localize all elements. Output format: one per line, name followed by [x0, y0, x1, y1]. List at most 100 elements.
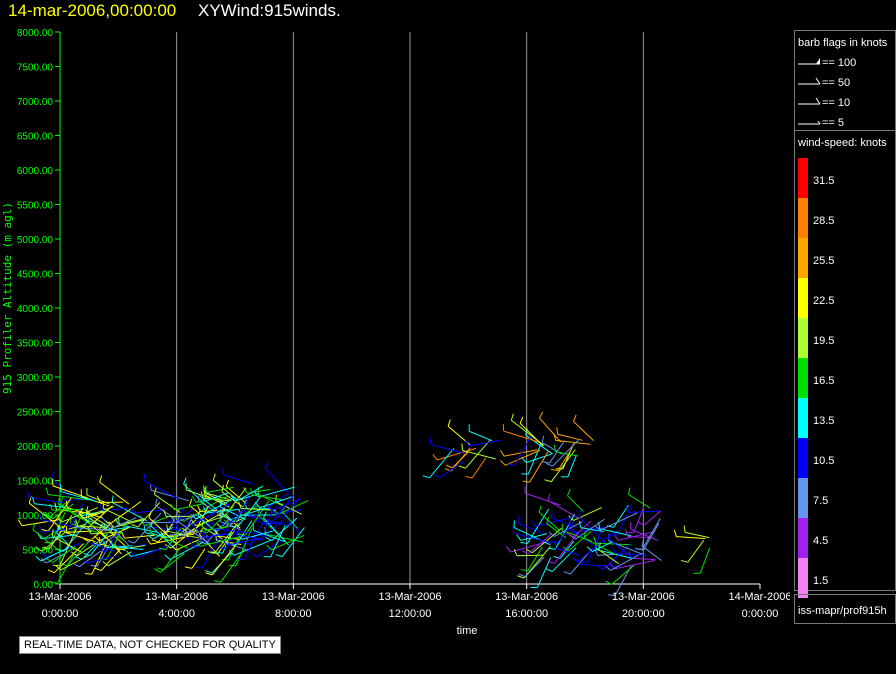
wind-barb: [573, 520, 592, 538]
y-tick-label: 8000.00: [17, 28, 54, 39]
wind-barb-flag: [545, 462, 553, 467]
wind-barb: [562, 530, 592, 542]
y-tick-label: 7500.00: [17, 63, 54, 74]
wind-barb-flag: [47, 569, 55, 574]
wind-barb: [64, 530, 94, 533]
speed-legend-box: [794, 130, 896, 591]
wind-barb-flag: [90, 564, 98, 567]
wind-barb: [233, 539, 272, 556]
wind-barb-flag: [222, 467, 224, 475]
wind-barb-flag: [225, 513, 232, 520]
wind-barb-flag: [578, 520, 582, 528]
wind-barb: [265, 533, 304, 543]
source-label: iss-mapr/prof915h: [798, 605, 887, 617]
wind-barb: [56, 532, 75, 551]
wind-barb: [579, 564, 620, 568]
wind-barb: [539, 417, 562, 443]
y-tick-label: 4000.00: [17, 304, 54, 315]
y-tick-label: 7000.00: [17, 97, 54, 108]
wind-barb: [175, 514, 199, 523]
wind-barb-flag: [257, 533, 265, 538]
wind-barb-flag: [583, 531, 586, 539]
wind-barb-flag: [170, 503, 175, 511]
wind-barb: [616, 504, 633, 536]
x-tick-time: 8:00:00: [275, 608, 312, 620]
wind-barb: [34, 503, 65, 508]
wind-barb-flag: [422, 475, 430, 479]
wind-barb: [28, 502, 61, 528]
wind-barb: [40, 547, 69, 562]
wind-barb-flag: [578, 509, 582, 517]
colorbar-swatch: [798, 358, 808, 398]
wind-barb: [555, 439, 591, 445]
wind-barb-flag: [43, 513, 51, 518]
wind-barb: [76, 541, 99, 557]
wind-barb-flag: [563, 571, 571, 575]
wind-barb: [195, 496, 230, 503]
wind-barb-flag: [243, 487, 248, 494]
x-tick-date: 13-Mar-2006: [145, 591, 208, 603]
wind-barb: [163, 548, 181, 571]
grid-lines: [176, 32, 644, 584]
wind-barb-flag: [520, 541, 528, 545]
y-tick-label: 3500.00: [17, 339, 54, 350]
wind-barb-flag: [153, 487, 157, 495]
wind-barb: [567, 454, 577, 478]
colorbar-label: 28.5: [813, 215, 834, 227]
wind-barb: [599, 512, 638, 531]
wind-barb: [52, 503, 74, 520]
colorbar-swatch: [798, 238, 808, 278]
wind-barb: [165, 527, 182, 550]
wind-barb-flag: [197, 505, 201, 512]
wind-barb-flag: [573, 414, 577, 422]
wind-barb-flag: [45, 487, 49, 495]
wind-barb: [258, 486, 295, 498]
wind-barb-flag: [230, 495, 236, 502]
wind-barb: [555, 451, 578, 457]
wind-barb: [150, 489, 189, 502]
wind-barb: [240, 507, 276, 511]
wind-barb-flag: [109, 521, 114, 528]
wind-barb: [47, 493, 89, 501]
wind-barb-flag: [596, 565, 604, 570]
wind-barb: [643, 523, 660, 551]
wind-barb-flag: [517, 575, 525, 579]
wind-barb-flag: [465, 439, 470, 447]
wind-barb: [96, 540, 113, 567]
wind-barb: [77, 525, 103, 528]
wind-barb: [599, 528, 632, 537]
wind-barb: [106, 523, 126, 560]
wind-barb: [52, 546, 76, 564]
wind-barb-flag: [139, 515, 144, 523]
wind-barb: [212, 544, 237, 576]
wind-barb: [195, 515, 227, 527]
colorbar-label: 7.5: [813, 495, 828, 507]
wind-barb-flag: [166, 524, 169, 532]
wind-barb-flag: [553, 444, 556, 452]
wind-barb: [145, 532, 174, 539]
wind-barb-flag: [429, 437, 432, 445]
wind-barb-flag: [170, 516, 176, 523]
wind-barb-flag: [35, 555, 42, 562]
wind-barb-flag: [38, 525, 43, 533]
wind-barb: [48, 515, 73, 550]
wind-barb: [256, 521, 292, 526]
wind-barb-flag: [164, 554, 171, 560]
wind-barb: [213, 528, 256, 534]
barb-legend-label: == 10: [822, 97, 850, 109]
wind-barb-flag: [49, 503, 53, 511]
wind-barb-flag: [130, 506, 135, 514]
wind-barb-flag: [139, 520, 146, 526]
wind-barb-flag: [230, 525, 238, 528]
x-tick-time: 0:00:00: [742, 608, 779, 620]
wind-barb: [86, 519, 123, 534]
wind-barb-flag: [547, 493, 550, 501]
wind-barb: [230, 508, 263, 520]
wind-barb: [206, 508, 240, 514]
wind-barb-flag: [202, 486, 208, 493]
wind-barb-flag: [608, 594, 616, 597]
barb-legend-title: barb flags in knots: [798, 37, 888, 49]
wind-barb: [551, 547, 577, 572]
wind-barb-flag: [60, 497, 63, 505]
speed-legend-title: wind-speed: knots: [797, 137, 887, 149]
